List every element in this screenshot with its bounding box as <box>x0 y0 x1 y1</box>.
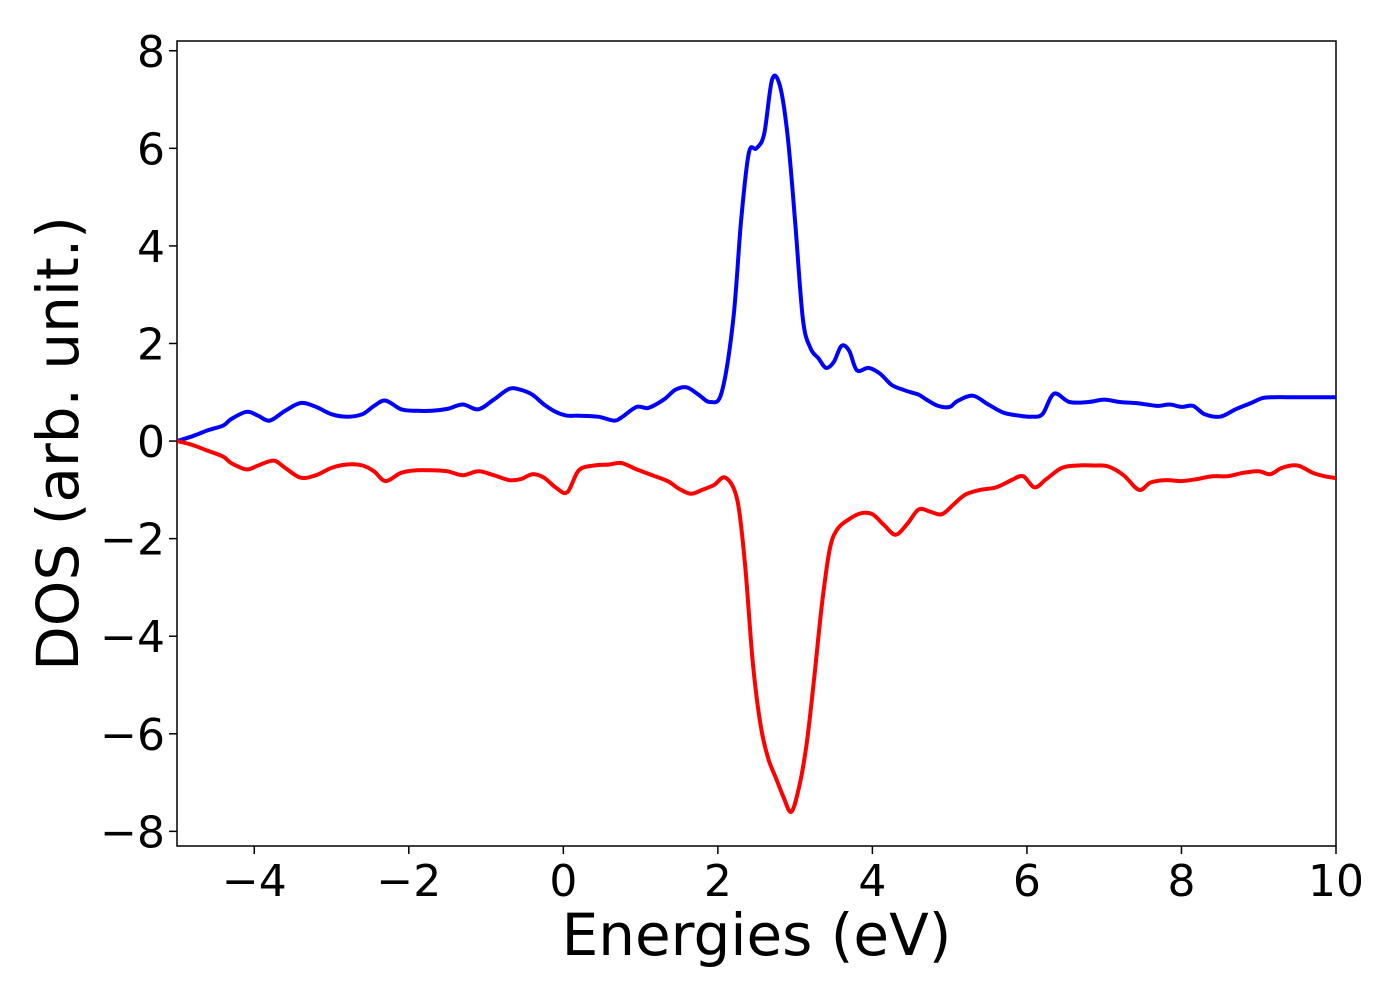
x-axis-label: Energies (eV) <box>562 901 952 969</box>
y-axis-label: DOS (arb. unit.) <box>24 216 92 671</box>
x-tick-label: −4 <box>222 856 287 907</box>
y-tick-label: 8 <box>137 27 165 78</box>
x-tick-label: 6 <box>1013 856 1041 907</box>
y-tick-label: −2 <box>100 515 165 566</box>
y-tick-label: 2 <box>137 319 165 370</box>
y-tick-label: 6 <box>137 124 165 175</box>
y-axis-ticks: −8 −6 −4 −2 0 2 4 6 8 <box>100 27 177 858</box>
x-tick-label: 4 <box>858 856 886 907</box>
y-tick-label: 4 <box>137 222 165 273</box>
series-layer <box>177 73 1336 814</box>
y-tick-label: −4 <box>100 612 165 663</box>
x-tick-label: −2 <box>376 856 441 907</box>
x-tick-label: 8 <box>1167 856 1195 907</box>
series-line-up-spin <box>177 73 1336 443</box>
x-axis-ticks: −4 −2 0 2 4 6 8 10 <box>222 846 1364 907</box>
y-tick-label: −6 <box>100 710 165 761</box>
x-tick-label: 0 <box>549 856 577 907</box>
y-tick-label: 0 <box>137 417 165 468</box>
x-tick-label: 2 <box>704 856 732 907</box>
plot-area-frame <box>176 40 1337 847</box>
y-tick-label: −8 <box>100 807 165 858</box>
series-line-down-spin <box>177 439 1336 814</box>
x-tick-label: 10 <box>1308 856 1364 907</box>
